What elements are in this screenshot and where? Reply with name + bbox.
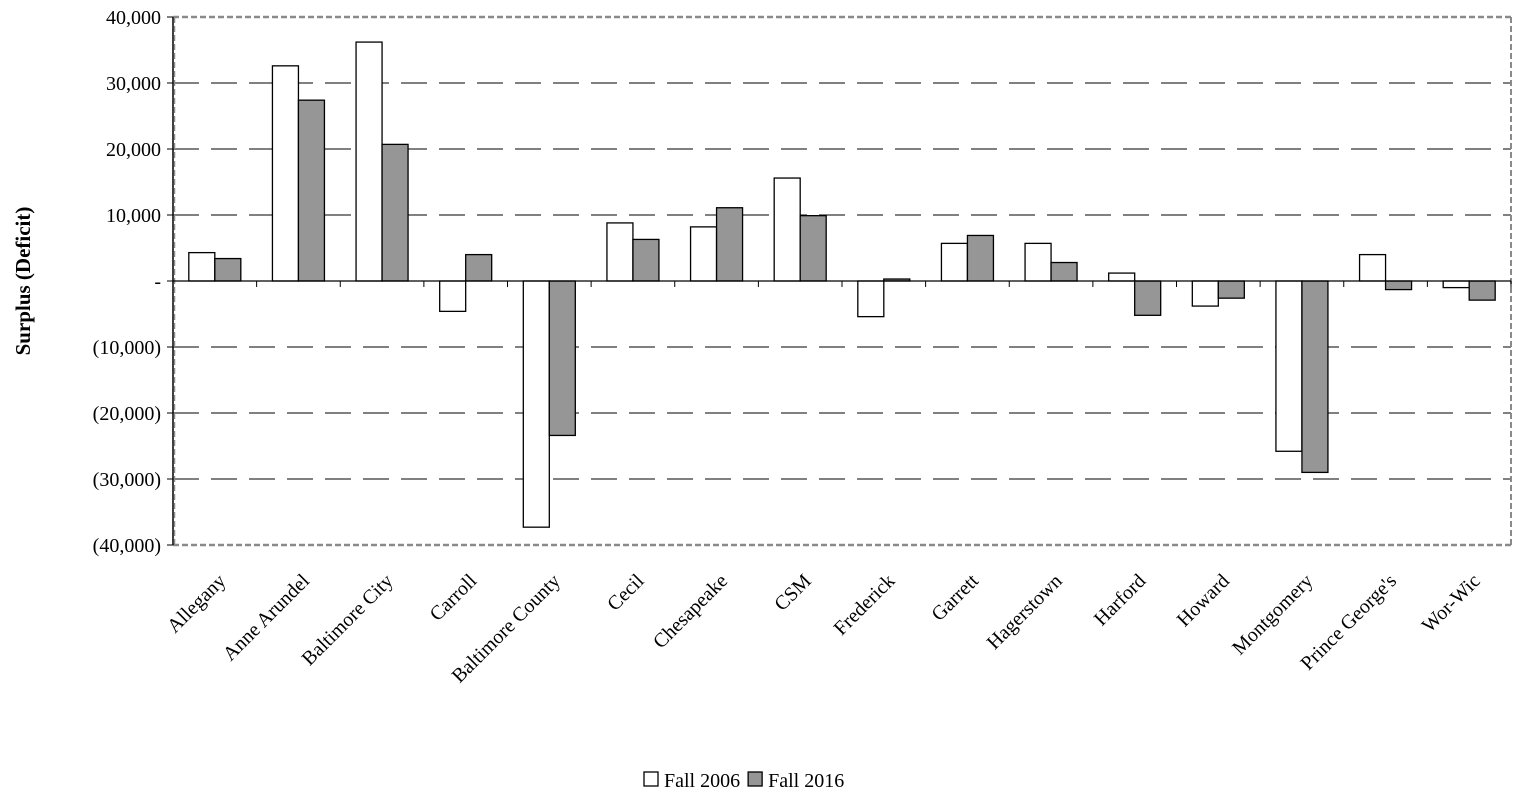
y-tick-label: (40,000) [93, 535, 161, 557]
bar-fall-2016-0 [214, 257, 242, 282]
bar-fall-2006-2 [355, 41, 383, 282]
x-category-label: Howard [1173, 570, 1234, 631]
y-tick-label: 30,000 [106, 73, 161, 95]
y-tick-label: 40,000 [106, 7, 161, 29]
x-category-label: Harford [1090, 570, 1150, 630]
x-category-label: Garrett [927, 570, 983, 626]
bar-fall-2016-2 [381, 143, 409, 282]
bar-fall-2006-14 [1358, 253, 1387, 282]
bar-fall-2006-9 [940, 242, 969, 282]
y-tick-label: 20,000 [106, 139, 161, 161]
bar-fall-2006-13 [1275, 280, 1303, 452]
bar-fall-2006-6 [689, 226, 718, 282]
axes [167, 16, 1512, 546]
bar-fall-2006-12 [1191, 280, 1219, 307]
bar-fall-2016-3 [465, 253, 493, 282]
y-tick-label: (20,000) [93, 403, 161, 425]
x-category-label: Chesapeake [649, 570, 732, 653]
x-category-label: Cecil [603, 570, 649, 616]
bar-fall-2016-12 [1217, 280, 1245, 299]
legend-swatch-fall-2016 [747, 771, 763, 787]
bar-fall-2016-10 [1050, 261, 1078, 282]
bars [188, 41, 1496, 528]
legend-label-fall-2006: Fall 2006 [664, 770, 740, 792]
x-category-label: Frederick [830, 570, 900, 640]
bar-fall-2006-7 [773, 177, 801, 282]
bar-fall-2016-4 [548, 280, 576, 437]
x-category-label: CSM [770, 570, 816, 616]
legend-swatch-fall-2006 [643, 771, 659, 787]
x-category-label: Wor-Wic [1418, 570, 1485, 637]
x-category-label: Hagerstown [983, 570, 1067, 654]
bar-fall-2006-10 [1024, 242, 1052, 282]
bar-fall-2016-9 [966, 234, 995, 282]
bar-fall-2006-0 [188, 251, 216, 282]
bar-fall-2016-15 [1468, 280, 1496, 301]
bar-fall-2006-8 [857, 280, 885, 318]
bar-fall-2006-3 [439, 280, 467, 313]
bar-fall-2006-4 [522, 280, 550, 528]
y-axis-label: Surplus (Deficit) [11, 207, 35, 356]
bar-fall-2006-5 [606, 222, 634, 282]
x-category-label: Montgomery [1228, 570, 1317, 659]
bar-fall-2016-7 [799, 215, 827, 282]
bar-fall-2016-5 [632, 238, 660, 282]
gridlines [173, 15, 1511, 547]
legend-label-fall-2016: Fall 2016 [768, 770, 844, 792]
bar-fall-2006-15 [1442, 280, 1470, 289]
y-tick-label: (10,000) [93, 337, 161, 359]
bar-fall-2016-1 [297, 99, 326, 282]
bar-fall-2006-11 [1108, 272, 1136, 282]
y-tick-label: - [154, 271, 161, 293]
y-tick-label: 10,000 [106, 205, 161, 227]
bar-fall-2006-1 [271, 65, 300, 282]
y-tick-label: (30,000) [93, 469, 161, 491]
bar-fall-2016-6 [715, 207, 744, 282]
x-category-label: Allegany [163, 570, 230, 637]
legend: Fall 2006 Fall 2016 [643, 770, 844, 792]
bar-fall-2016-11 [1134, 280, 1162, 316]
x-category-label: Carroll [426, 570, 482, 626]
y-tick-labels: 40,000 30,000 20,000 10,000 - (10,000) (20,000… [93, 7, 161, 557]
bar-fall-2016-14 [1384, 280, 1413, 291]
bar-fall-2016-13 [1301, 280, 1329, 474]
